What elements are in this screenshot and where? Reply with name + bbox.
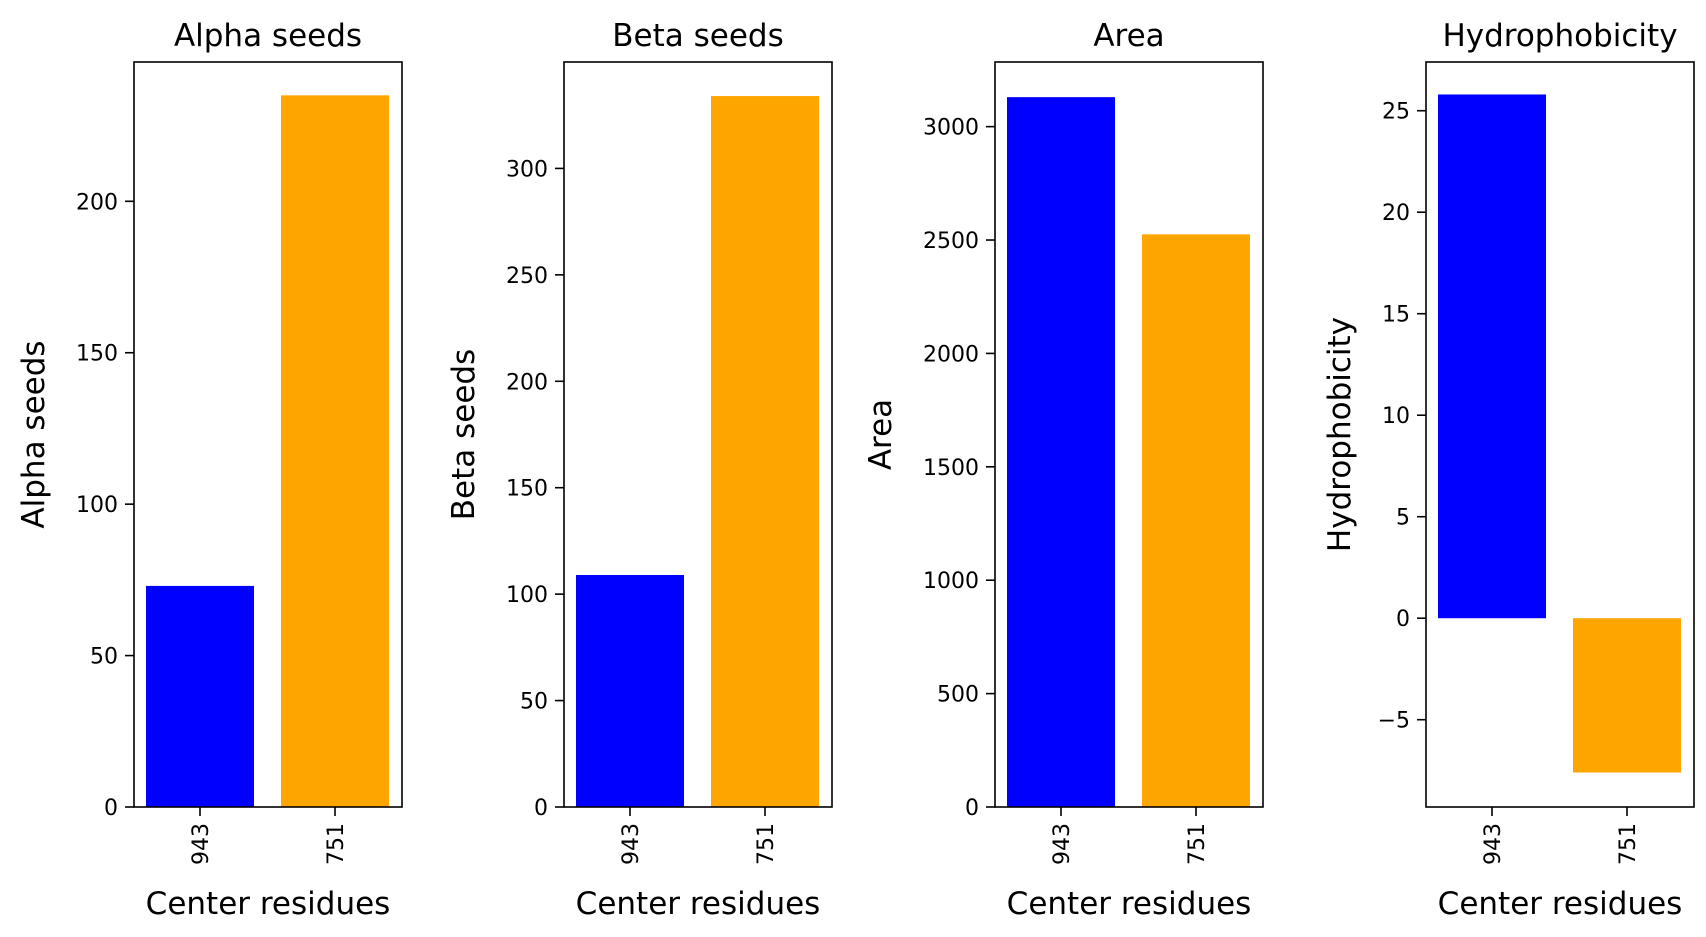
- y-tick-label: 0: [534, 796, 548, 821]
- plot-frame: [994, 61, 1264, 808]
- x-tick-label: 751: [1185, 823, 1210, 865]
- y-tick-label: 20: [1382, 201, 1410, 226]
- chart-title: Area: [1093, 18, 1164, 54]
- x-tick-label: 943: [1481, 823, 1506, 865]
- x-tick-label: 943: [1050, 823, 1075, 865]
- y-axis-label: Hydrophobicity: [1322, 317, 1358, 552]
- y-tick-label: 50: [90, 645, 118, 670]
- y-axis-label: Area: [863, 399, 899, 470]
- y-tick-label: 15: [1382, 303, 1410, 328]
- plot-frame: [1425, 61, 1695, 808]
- bar-751: [281, 95, 389, 808]
- chart-title: Beta seeds: [612, 18, 783, 54]
- y-tick-label: 1500: [923, 456, 979, 481]
- y-tick-label: 200: [506, 370, 548, 395]
- y-tick-label: 5: [1396, 506, 1410, 531]
- chart-panel-3: 0 500 1000 1500 2000 2500 3000 943 751 Area Center…: [863, 18, 1264, 922]
- y-tick-label: 200: [76, 190, 118, 215]
- bar-751: [1573, 618, 1681, 773]
- chart-panel-2: 0 50 100 150 200 250 300 943 751 Beta seeds Center…: [446, 18, 833, 922]
- y-tick-label: 500: [937, 683, 979, 708]
- chart-panel-1: 0 50 100 150 200 943 751 Alpha seeds Center resi…: [16, 18, 403, 922]
- x-tick-label: 751: [1616, 823, 1641, 865]
- y-tick-label: 0: [965, 796, 979, 821]
- x-tick-label: 751: [754, 823, 779, 865]
- y-tick-label: 1000: [923, 569, 979, 594]
- y-axis-label: Beta seeds: [446, 349, 482, 520]
- y-tick-label: 3000: [923, 116, 979, 141]
- x-tick-label: 751: [324, 823, 349, 865]
- y-axis-label: Alpha seeds: [16, 340, 52, 528]
- bar-943: [1438, 94, 1546, 619]
- y-tick-label: 50: [520, 690, 548, 715]
- y-tick-label: 2000: [923, 342, 979, 367]
- y-tick-label: −5: [1378, 709, 1410, 734]
- y-tick-label: 10: [1382, 404, 1410, 429]
- y-tick-label: 2500: [923, 229, 979, 254]
- x-axis-label: Center residues: [1007, 886, 1252, 922]
- y-tick-label: 250: [506, 264, 548, 289]
- bar-751: [711, 96, 819, 808]
- y-tick-label: 150: [506, 477, 548, 502]
- x-axis-label: Center residues: [576, 886, 821, 922]
- y-tick-label: 0: [104, 796, 118, 821]
- y-tick-label: 300: [506, 157, 548, 182]
- y-tick-label: 150: [76, 342, 118, 367]
- chart-panel-4: −5 0 5 10 15 20 25 943 751 Hydrophobicity Center r…: [1322, 18, 1695, 922]
- bar-943: [1007, 97, 1115, 807]
- chart-title: Hydrophobicity: [1442, 18, 1677, 54]
- y-tick-label: 100: [76, 493, 118, 518]
- bar-751: [1142, 234, 1250, 808]
- x-tick-label: 943: [619, 823, 644, 865]
- plot-frame: [133, 61, 403, 808]
- x-tick-label: 943: [189, 823, 214, 865]
- plot-frame: [563, 61, 833, 808]
- bar-943: [146, 585, 254, 807]
- y-tick-label: 25: [1382, 100, 1410, 125]
- x-axis-label: Center residues: [146, 886, 391, 922]
- y-tick-label: 100: [506, 583, 548, 608]
- y-tick-label: 0: [1396, 607, 1410, 632]
- bar-943: [576, 574, 684, 807]
- chart-title: Alpha seeds: [174, 18, 362, 54]
- x-axis-label: Center residues: [1438, 886, 1683, 922]
